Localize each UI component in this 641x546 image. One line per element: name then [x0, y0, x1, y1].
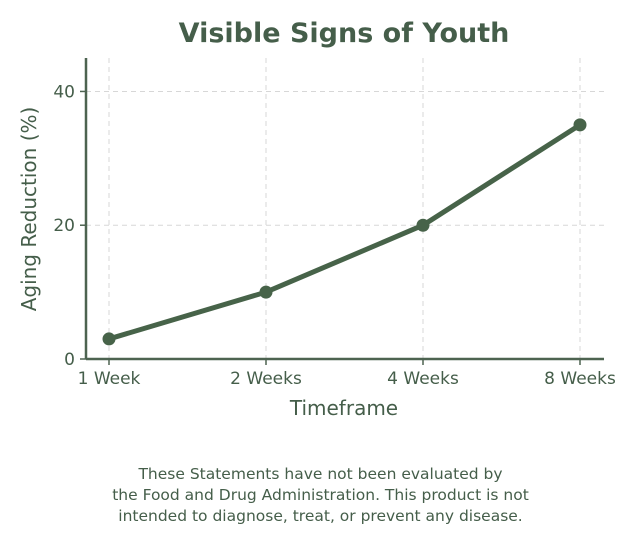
tick-labels: 0 20 40 1 Week 2 Weeks 4 Weeks 8 Weeks	[53, 82, 616, 389]
disclaimer-text: These Statements have not been evaluated…	[20, 464, 621, 527]
data-point	[416, 218, 430, 232]
axes	[80, 58, 604, 365]
x-axis-label: Timeframe	[289, 396, 398, 420]
x-tick-label: 1 Week	[78, 369, 141, 389]
data-point	[573, 118, 587, 132]
chart-title: Visible Signs of Youth	[179, 18, 510, 49]
data-point	[102, 332, 116, 346]
gridlines	[86, 58, 604, 359]
disclaimer-line: These Statements have not been evaluated…	[138, 465, 503, 483]
y-tick-label: 0	[64, 350, 75, 370]
series-line	[106, 122, 583, 342]
disclaimer-line: intended to diagnose, treat, or prevent …	[118, 507, 523, 525]
x-tick-label: 8 Weeks	[544, 369, 616, 389]
x-tick-label: 2 Weeks	[230, 369, 302, 389]
y-axis-label: Aging Reduction (%)	[17, 107, 41, 312]
x-tick-label: 4 Weeks	[387, 369, 459, 389]
disclaimer-line: the Food and Drug Administration. This p…	[112, 486, 529, 504]
data-series	[102, 118, 587, 346]
data-point	[259, 285, 273, 299]
y-tick-label: 40	[53, 82, 75, 102]
y-tick-label: 20	[53, 216, 75, 236]
